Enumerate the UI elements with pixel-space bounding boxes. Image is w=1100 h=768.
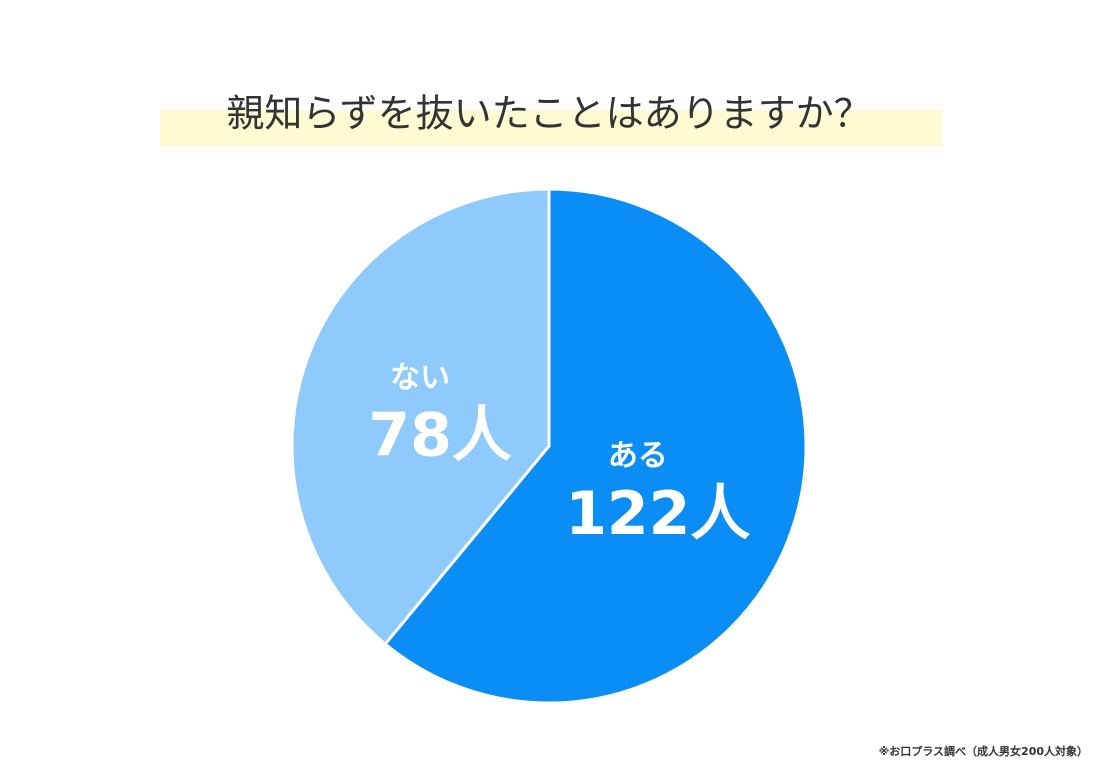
value-label: 78人 (368, 400, 512, 470)
pie-slice (383, 187, 808, 705)
value-label: 122人 (565, 479, 750, 549)
slice-label: ない (390, 360, 450, 395)
footnote: ※お口プラス調べ（成人男女200人対象） (879, 744, 1088, 758)
chart-title: 親知らずを抜いたことはありますか？ (226, 92, 871, 136)
title-highlight (160, 110, 942, 146)
pie-slice (290, 187, 551, 647)
slice-label: ある (608, 439, 668, 474)
